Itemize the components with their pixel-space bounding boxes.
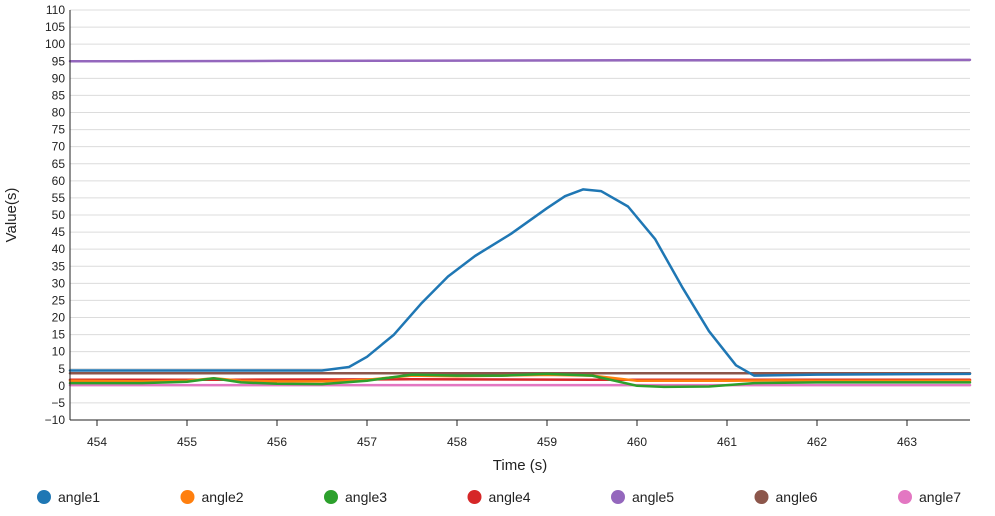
x-tick-label: 454	[87, 435, 107, 449]
series-line-angle5	[68, 58, 972, 63]
y-tick-label: 60	[52, 174, 66, 188]
x-tick-label: 456	[267, 435, 287, 449]
legend-swatch	[467, 490, 482, 504]
y-tick-label: 65	[52, 157, 66, 171]
legend-label: angle4	[489, 489, 531, 505]
x-tick-label: 455	[177, 435, 197, 449]
legend-label: angle7	[919, 489, 961, 505]
y-tick-label: 50	[52, 208, 66, 222]
x-tick-label: 460	[627, 435, 647, 449]
y-tick-label: 85	[52, 88, 66, 102]
x-tick-label: 461	[717, 435, 737, 449]
legend-label: angle2	[202, 489, 244, 505]
y-axis-ticks: −10 −5 0 5 10 15 20 25 30 35 40 45 50 55 60 65 70 75 80 85 9…	[45, 3, 66, 427]
y-tick-label: 45	[52, 225, 66, 239]
y-tick-label: 40	[52, 242, 66, 256]
legend-item-angle6[interactable]: angle6	[754, 489, 818, 505]
y-tick-label: −5	[51, 396, 65, 410]
legend-label: angle3	[345, 489, 387, 505]
legend-item-angle7[interactable]: angle7	[898, 489, 961, 505]
axes	[69, 10, 970, 421]
plot-area	[68, 58, 972, 389]
legend-item-angle3[interactable]: angle3	[324, 489, 387, 505]
y-tick-label: 55	[52, 191, 66, 205]
y-tick-label: 10	[52, 345, 66, 359]
legend-swatch	[898, 490, 912, 504]
legend-label: angle5	[632, 489, 674, 505]
legend-swatch	[324, 490, 338, 504]
legend-swatch	[37, 490, 51, 504]
x-axis-title: Time (s)	[493, 457, 547, 474]
y-tick-label: 75	[52, 123, 66, 137]
y-tick-label: 0	[58, 379, 65, 393]
y-tick-label: −10	[45, 413, 66, 427]
y-tick-label: 110	[46, 3, 65, 17]
series-line-angle3	[68, 372, 972, 389]
y-tick-label: 25	[52, 293, 66, 307]
legend-item-angle5[interactable]: angle5	[611, 489, 674, 505]
series-line-angle1	[68, 188, 972, 377]
y-tick-label: 80	[52, 106, 66, 120]
y-tick-label: 90	[52, 71, 66, 85]
legend-item-angle1[interactable]: angle1	[37, 489, 100, 505]
y-tick-label: 100	[45, 37, 65, 51]
legend-label: angle6	[776, 489, 818, 505]
y-tick-label: 35	[52, 259, 66, 273]
legend-item-angle2[interactable]: angle2	[180, 489, 244, 505]
y-tick-label: 70	[52, 140, 66, 154]
x-tick-label: 463	[897, 435, 917, 449]
legend-swatch	[180, 490, 195, 504]
x-tick-label: 458	[447, 435, 467, 449]
y-tick-label: 105	[45, 20, 65, 34]
legend-swatch	[611, 490, 625, 504]
legend[interactable]: angle1 angle2 angle3 angle4 angle5 angle6 angl…	[37, 489, 961, 505]
y-tick-label: 15	[52, 328, 66, 342]
y-axis-title: Value(s)	[3, 188, 20, 243]
y-tick-label: 95	[52, 54, 66, 68]
grid	[70, 9, 970, 421]
legend-item-angle4[interactable]: angle4	[467, 489, 531, 505]
y-tick-label: 30	[52, 276, 66, 290]
y-tick-label: 5	[58, 362, 65, 376]
x-tick-label: 457	[357, 435, 377, 449]
x-axis-ticks: 454 455 456 457 458 459 460 461 462 463	[87, 420, 917, 449]
y-tick-label: 20	[52, 311, 66, 325]
x-tick-label: 459	[537, 435, 557, 449]
legend-label: angle1	[58, 489, 100, 505]
x-tick-label: 462	[807, 435, 827, 449]
legend-swatch	[754, 490, 769, 504]
